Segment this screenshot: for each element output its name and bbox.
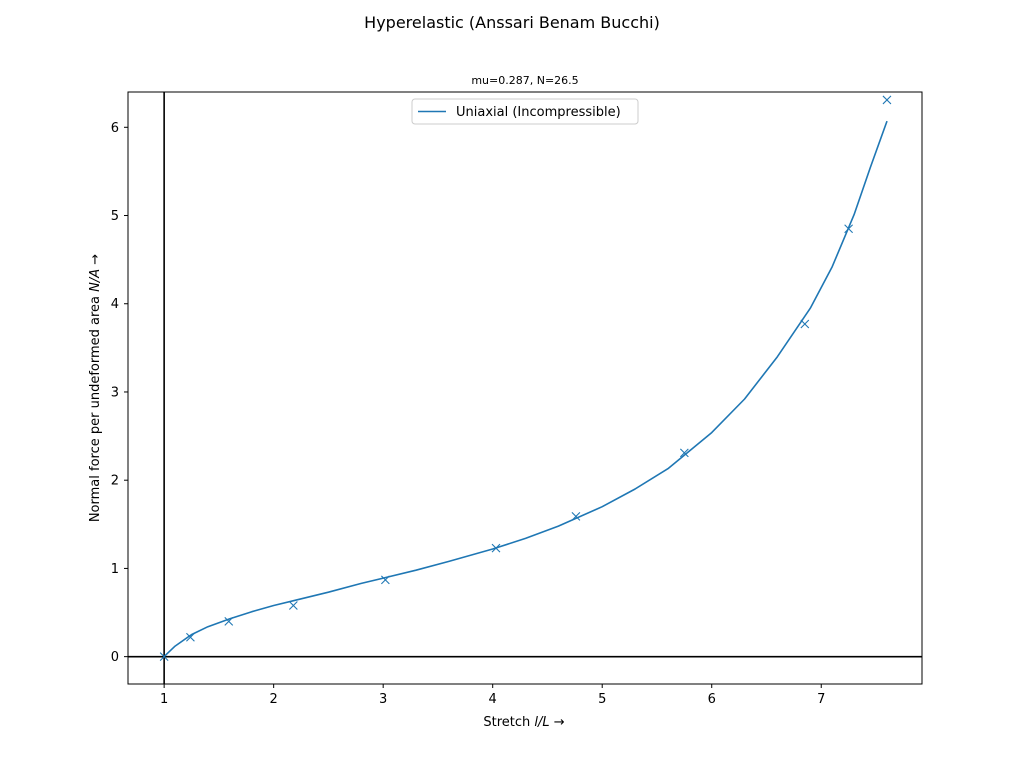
marker-stroke: [491, 543, 501, 553]
legend-box: [411, 98, 639, 125]
y-tick-label: 1: [111, 562, 119, 577]
x-axis-label-arrow: →: [550, 715, 565, 730]
x-tick-label: 7: [817, 692, 825, 707]
y-tick-label: 0: [111, 650, 119, 665]
data-point-marker: [571, 511, 581, 521]
x-tick-label: 1: [160, 692, 168, 707]
marker-stroke: [571, 511, 581, 521]
y-axis-label-arrow: →: [88, 254, 103, 269]
marker-stroke: [224, 616, 234, 626]
data-point-marker: [882, 95, 892, 105]
data-point-marker: [224, 616, 234, 626]
marker-stroke: [800, 319, 810, 329]
marker-series-layer: [159, 95, 892, 662]
legend-entry-label: Uniaxial (Incompressible): [456, 105, 621, 120]
y-tick-label: 2: [111, 474, 119, 489]
y-tick-label: 5: [111, 209, 119, 224]
chart-subtitle: mu=0.287, N=26.5: [471, 74, 578, 87]
marker-stroke: [679, 448, 689, 458]
x-tick-label: 6: [708, 692, 716, 707]
marker-stroke: [844, 224, 854, 234]
data-point-marker: [491, 543, 501, 553]
data-point-marker: [800, 319, 810, 329]
x-axis: 1 2 3 4 5 6 7: [160, 684, 825, 707]
data-point-marker: [288, 601, 298, 610]
marker-stroke: [882, 95, 892, 105]
x-tick-label: 2: [270, 692, 278, 707]
x-tick-label: 5: [598, 692, 606, 707]
axes-background: [128, 92, 922, 684]
y-tick-label: 3: [111, 385, 119, 400]
marker-stroke: [288, 601, 298, 610]
chart-title: Hyperelastic (Anssari Benam Bucchi): [364, 13, 660, 32]
x-tick-label: 4: [489, 692, 497, 707]
y-tick-label: 6: [111, 121, 119, 136]
legend: Uniaxial (Incompressible): [411, 98, 639, 125]
y-axis-label: Normal force per undeformed area N/A →: [88, 254, 103, 522]
y-axis-label-var: N/A: [88, 269, 103, 292]
data-point-marker: [679, 448, 689, 458]
data-point-marker: [159, 652, 169, 662]
data-point-marker: [186, 632, 195, 642]
x-axis-label-text: Stretch: [483, 715, 534, 730]
y-axis: 0 1 2 3 4 5 6: [111, 121, 128, 665]
plot-area: [127, 91, 923, 685]
y-tick-label: 4: [111, 297, 119, 312]
y-axis-label-text: Normal force per undeformed area: [88, 292, 103, 522]
x-axis-label-var: l/L: [534, 715, 549, 730]
line-series-layer: [163, 120, 888, 658]
marker-stroke: [186, 632, 195, 642]
marker-stroke: [380, 575, 390, 585]
x-axis-label: Stretch l/L →: [483, 715, 564, 730]
axes-frame: [127, 91, 923, 685]
model-curve-line: [163, 120, 888, 658]
reference-lines: [128, 92, 922, 684]
data-point-marker: [844, 224, 854, 234]
data-point-marker: [380, 575, 390, 585]
marker-stroke: [159, 652, 169, 662]
x-tick-label: 3: [379, 692, 387, 707]
